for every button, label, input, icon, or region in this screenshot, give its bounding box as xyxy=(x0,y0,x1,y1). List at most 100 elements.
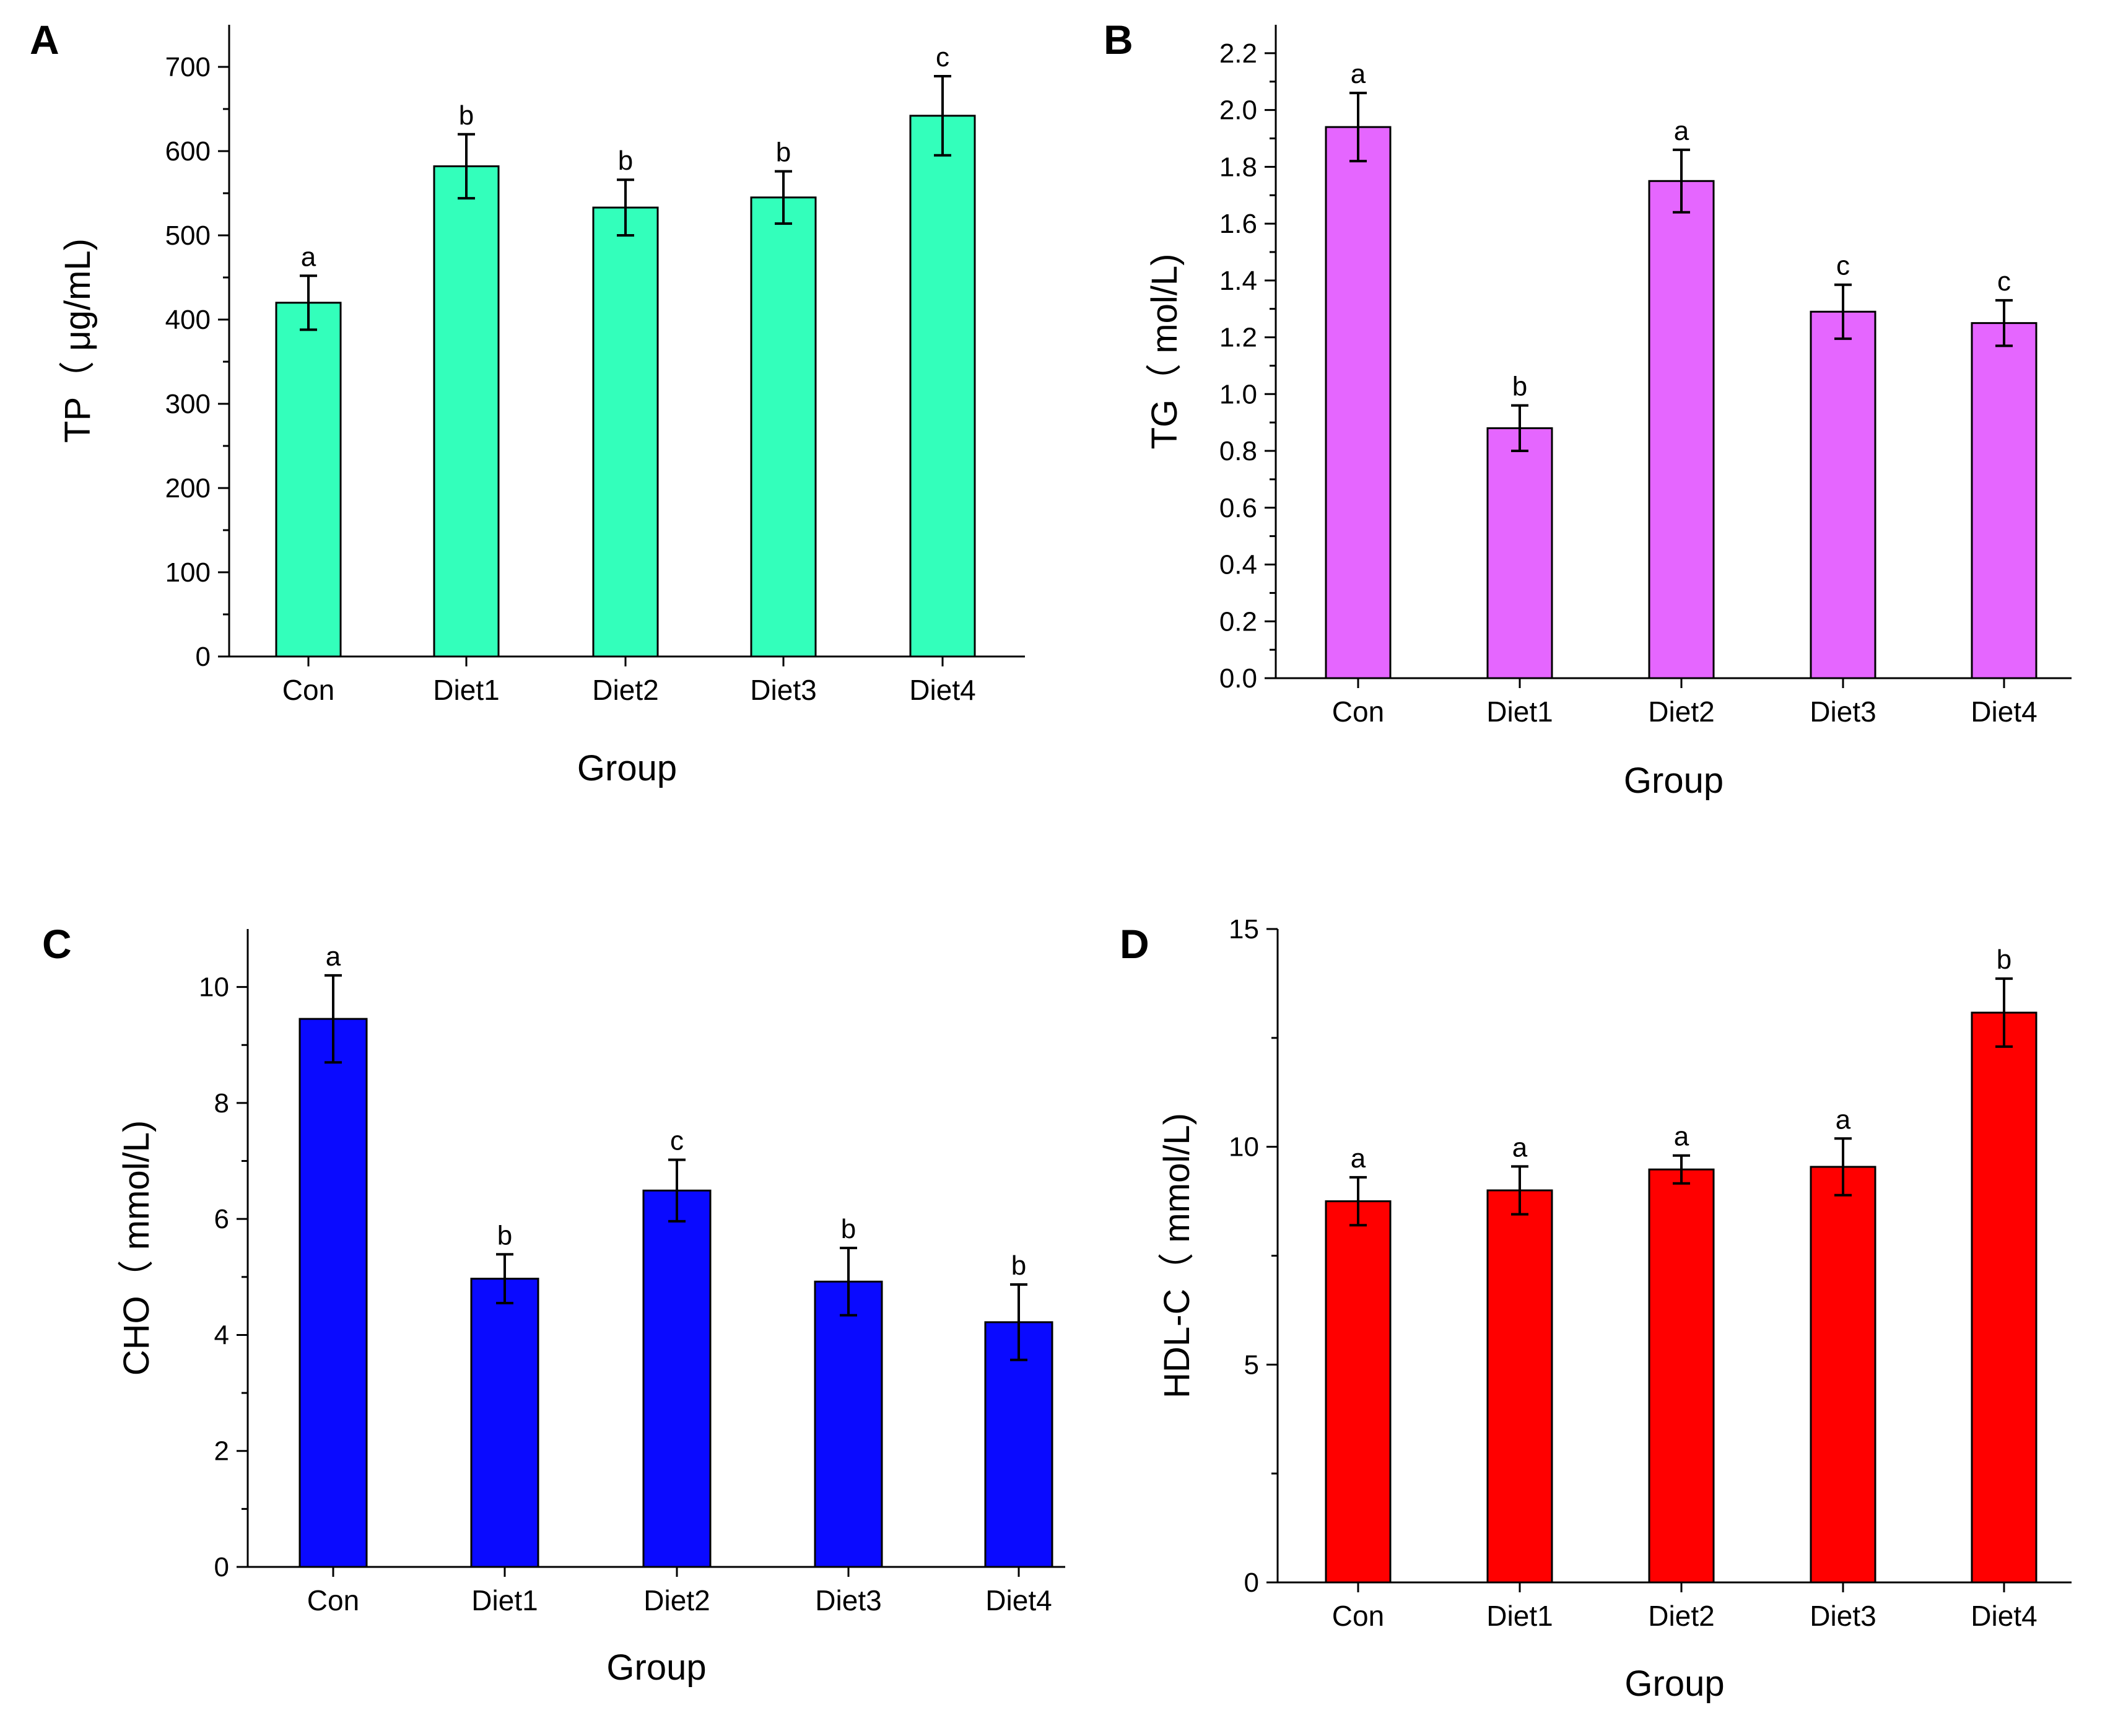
y-tick-label: 700 xyxy=(165,52,211,82)
error-bar xyxy=(458,133,475,200)
panel-label: A xyxy=(30,17,59,63)
x-tick-label: Con xyxy=(307,1584,359,1616)
error-bar xyxy=(1673,148,1690,214)
significance-letter: a xyxy=(1351,59,1366,89)
x-tick-label: Diet1 xyxy=(433,674,499,706)
error-bar xyxy=(496,1253,513,1304)
x-axis-title: Group xyxy=(577,748,677,788)
bar xyxy=(433,165,500,658)
bar xyxy=(470,1278,539,1568)
y-tick-label: 600 xyxy=(165,136,211,167)
y-axis-title: TP（ μg/mL) xyxy=(58,238,98,443)
y-tick-label: 0 xyxy=(1244,1568,1259,1598)
bar xyxy=(1648,180,1715,679)
bar xyxy=(750,196,817,658)
panel-d: Da Con a Diet1 a Diet2 a Diet3 b Diet4 0 5 10 15 Group… xyxy=(1120,914,2072,1704)
significance-letter: b xyxy=(497,1220,512,1250)
significance-letter: b xyxy=(1011,1250,1026,1281)
error-bar xyxy=(1995,977,2013,1048)
x-axis-title: Group xyxy=(1624,1664,1724,1704)
significance-letter: a xyxy=(1512,1132,1528,1162)
panel-label: D xyxy=(1120,921,1149,967)
bar xyxy=(1810,310,1876,679)
x-tick-label: Con xyxy=(282,674,334,706)
significance-letter: a xyxy=(1674,1122,1689,1152)
bar xyxy=(814,1280,883,1568)
y-tick-label: 2.0 xyxy=(1219,95,1257,126)
x-tick-label: Diet2 xyxy=(643,1584,710,1616)
significance-letter: b xyxy=(618,146,633,176)
panel-b: Ba Con b Diet1 a Diet2 c Diet3 c Diet4 0.0 0.2 0.4 0.… xyxy=(1104,17,2072,801)
x-tick-label: Diet1 xyxy=(1486,1600,1553,1632)
bar xyxy=(1325,126,1392,679)
error-bar xyxy=(1511,1165,1528,1216)
y-tick-label: 0.6 xyxy=(1219,493,1257,523)
x-tick-label: Con xyxy=(1332,1600,1384,1632)
y-tick-label: 0.4 xyxy=(1219,550,1257,580)
y-tick-label: 5 xyxy=(1244,1350,1259,1380)
error-bar xyxy=(1511,404,1528,453)
significance-letter: b xyxy=(841,1214,856,1244)
panel-label: B xyxy=(1104,17,1133,63)
bar xyxy=(1810,1166,1876,1584)
significance-letter: a xyxy=(301,242,316,272)
y-tick-label: 100 xyxy=(165,557,211,588)
y-tick-label: 1.4 xyxy=(1219,266,1257,296)
bar xyxy=(1971,1011,2037,1584)
y-tick-label: 500 xyxy=(165,220,211,251)
error-bar xyxy=(617,178,634,237)
x-tick-label: Con xyxy=(1332,696,1384,728)
y-tick-label: 2 xyxy=(214,1436,229,1467)
bar xyxy=(1486,427,1553,679)
significance-letter: a xyxy=(1351,1143,1366,1174)
bar xyxy=(1971,322,2037,679)
x-tick-label: Diet1 xyxy=(471,1584,538,1616)
panel-a: Aa Con b Diet1 b Diet2 b Diet3 c Diet4 0 100 200 300 4… xyxy=(30,17,1025,788)
bar xyxy=(592,206,659,658)
significance-letter: c xyxy=(1997,266,2011,297)
y-tick-label: 10 xyxy=(199,972,229,1003)
error-bar xyxy=(1995,299,2013,347)
y-tick-label: 0.8 xyxy=(1219,436,1257,466)
error-bar xyxy=(668,1158,686,1223)
y-tick-label: 8 xyxy=(214,1088,229,1119)
error-bar xyxy=(934,74,951,157)
x-tick-label: Diet4 xyxy=(1971,696,2037,728)
significance-letter: b xyxy=(1997,944,2011,975)
x-tick-label: Diet4 xyxy=(909,674,975,706)
significance-letter: c xyxy=(670,1126,684,1156)
significance-letter: c xyxy=(1836,251,1850,281)
y-axis-title: CHO（ mmol/L) xyxy=(116,1120,157,1376)
significance-letter: b xyxy=(1512,372,1527,402)
error-bar xyxy=(1673,1154,1690,1185)
x-axis-title: Group xyxy=(1624,761,1724,801)
y-tick-label: 0 xyxy=(196,642,211,672)
x-tick-label: Diet4 xyxy=(985,1584,1052,1616)
error-bar xyxy=(1834,1137,1852,1197)
x-tick-label: Diet3 xyxy=(1810,696,1876,728)
y-tick-label: 6 xyxy=(214,1204,229,1234)
x-axis-title: Group xyxy=(606,1647,706,1688)
bar xyxy=(299,1018,368,1568)
y-tick-label: 1.6 xyxy=(1219,209,1257,239)
y-tick-label: 1.0 xyxy=(1219,379,1257,409)
y-tick-label: 0.2 xyxy=(1219,606,1257,637)
significance-letter: b xyxy=(459,100,474,131)
error-bar xyxy=(775,170,792,225)
bar xyxy=(909,115,976,658)
error-bar xyxy=(1349,1176,1367,1227)
significance-letter: a xyxy=(326,941,341,972)
x-tick-label: Diet3 xyxy=(815,1584,881,1616)
x-tick-label: Diet3 xyxy=(1810,1600,1876,1632)
bar xyxy=(275,302,342,658)
bar xyxy=(642,1189,712,1568)
bar xyxy=(1486,1189,1553,1584)
significance-letter: b xyxy=(776,137,791,168)
significance-letter: c xyxy=(936,42,949,72)
significance-letter: a xyxy=(1836,1104,1851,1135)
y-tick-label: 2.2 xyxy=(1219,38,1257,69)
y-tick-label: 300 xyxy=(165,389,211,419)
x-tick-label: Diet4 xyxy=(1971,1600,2037,1632)
